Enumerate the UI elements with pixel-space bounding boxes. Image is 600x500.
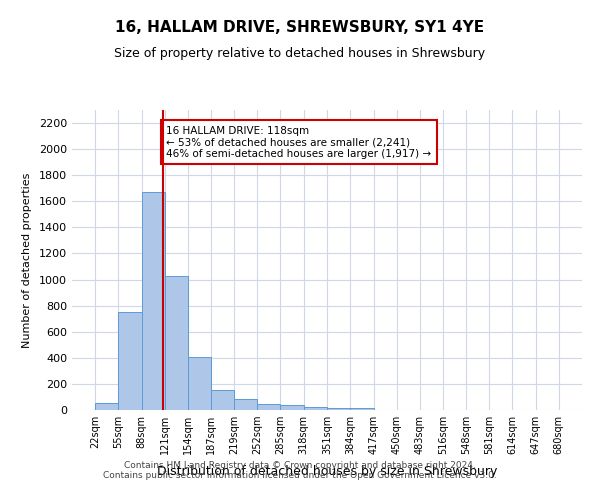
Text: Contains HM Land Registry data © Crown copyright and database right 2024.
Contai: Contains HM Land Registry data © Crown c…: [103, 460, 497, 480]
Y-axis label: Number of detached properties: Number of detached properties: [22, 172, 32, 348]
Bar: [280, 406, 304, 410]
Bar: [234, 399, 257, 410]
Bar: [142, 192, 165, 410]
Bar: [118, 312, 142, 410]
Bar: [188, 357, 211, 410]
Bar: [257, 404, 280, 410]
Text: 16 HALLAM DRIVE: 118sqm
← 53% of detached houses are smaller (2,241)
46% of semi: 16 HALLAM DRIVE: 118sqm ← 53% of detache…: [166, 126, 431, 159]
Bar: [304, 406, 327, 410]
Text: Size of property relative to detached houses in Shrewsbury: Size of property relative to detached ho…: [115, 48, 485, 60]
Bar: [211, 390, 234, 410]
Bar: [350, 408, 374, 410]
Text: 16, HALLAM DRIVE, SHREWSBURY, SY1 4YE: 16, HALLAM DRIVE, SHREWSBURY, SY1 4YE: [115, 20, 485, 35]
Bar: [165, 276, 188, 410]
Bar: [327, 408, 350, 410]
Bar: [95, 404, 118, 410]
X-axis label: Distribution of detached houses by size in Shrewsbury: Distribution of detached houses by size …: [157, 466, 497, 478]
